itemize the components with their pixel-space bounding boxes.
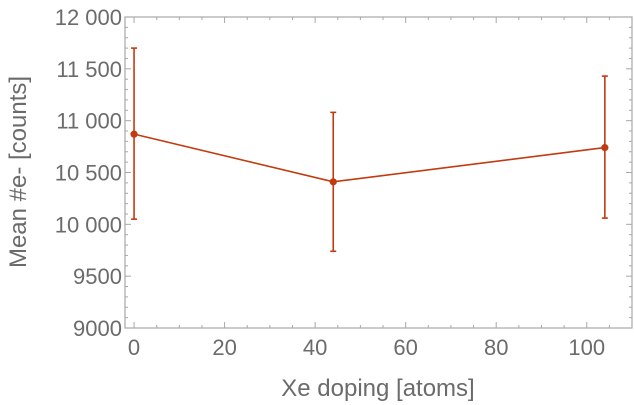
x-tick-label: 0 (128, 335, 140, 360)
x-tick-label: 40 (303, 335, 327, 360)
y-tick-label: 9000 (73, 316, 122, 341)
x-axis-title: Xe doping [atoms] (281, 375, 474, 402)
y-axis-title: Mean #e- [counts] (5, 76, 32, 268)
x-tick-label: 80 (484, 335, 508, 360)
y-tick-label: 11 000 (56, 109, 122, 134)
series-line (133, 133, 605, 183)
x-tick-label: 20 (212, 335, 236, 360)
data-point (329, 178, 337, 186)
plot-frame (124, 16, 633, 329)
y-tick-label: 10 000 (55, 212, 122, 237)
y-axis: 9000 9500 10 000 10 500 11 000 11 500 12 000 (55, 5, 632, 341)
y-tick-label: 10 500 (55, 161, 122, 186)
data-series (130, 47, 609, 253)
x-tick-label: 60 (393, 335, 417, 360)
y-tick-label: 9500 (73, 264, 122, 289)
data-point (601, 144, 609, 152)
x-axis: 0 20 40 60 80 100 (128, 17, 610, 360)
data-point (130, 130, 138, 138)
x-tick-label: 100 (568, 335, 605, 360)
y-tick-label: 11 500 (56, 57, 122, 82)
y-tick-label: 12 000 (55, 5, 122, 30)
